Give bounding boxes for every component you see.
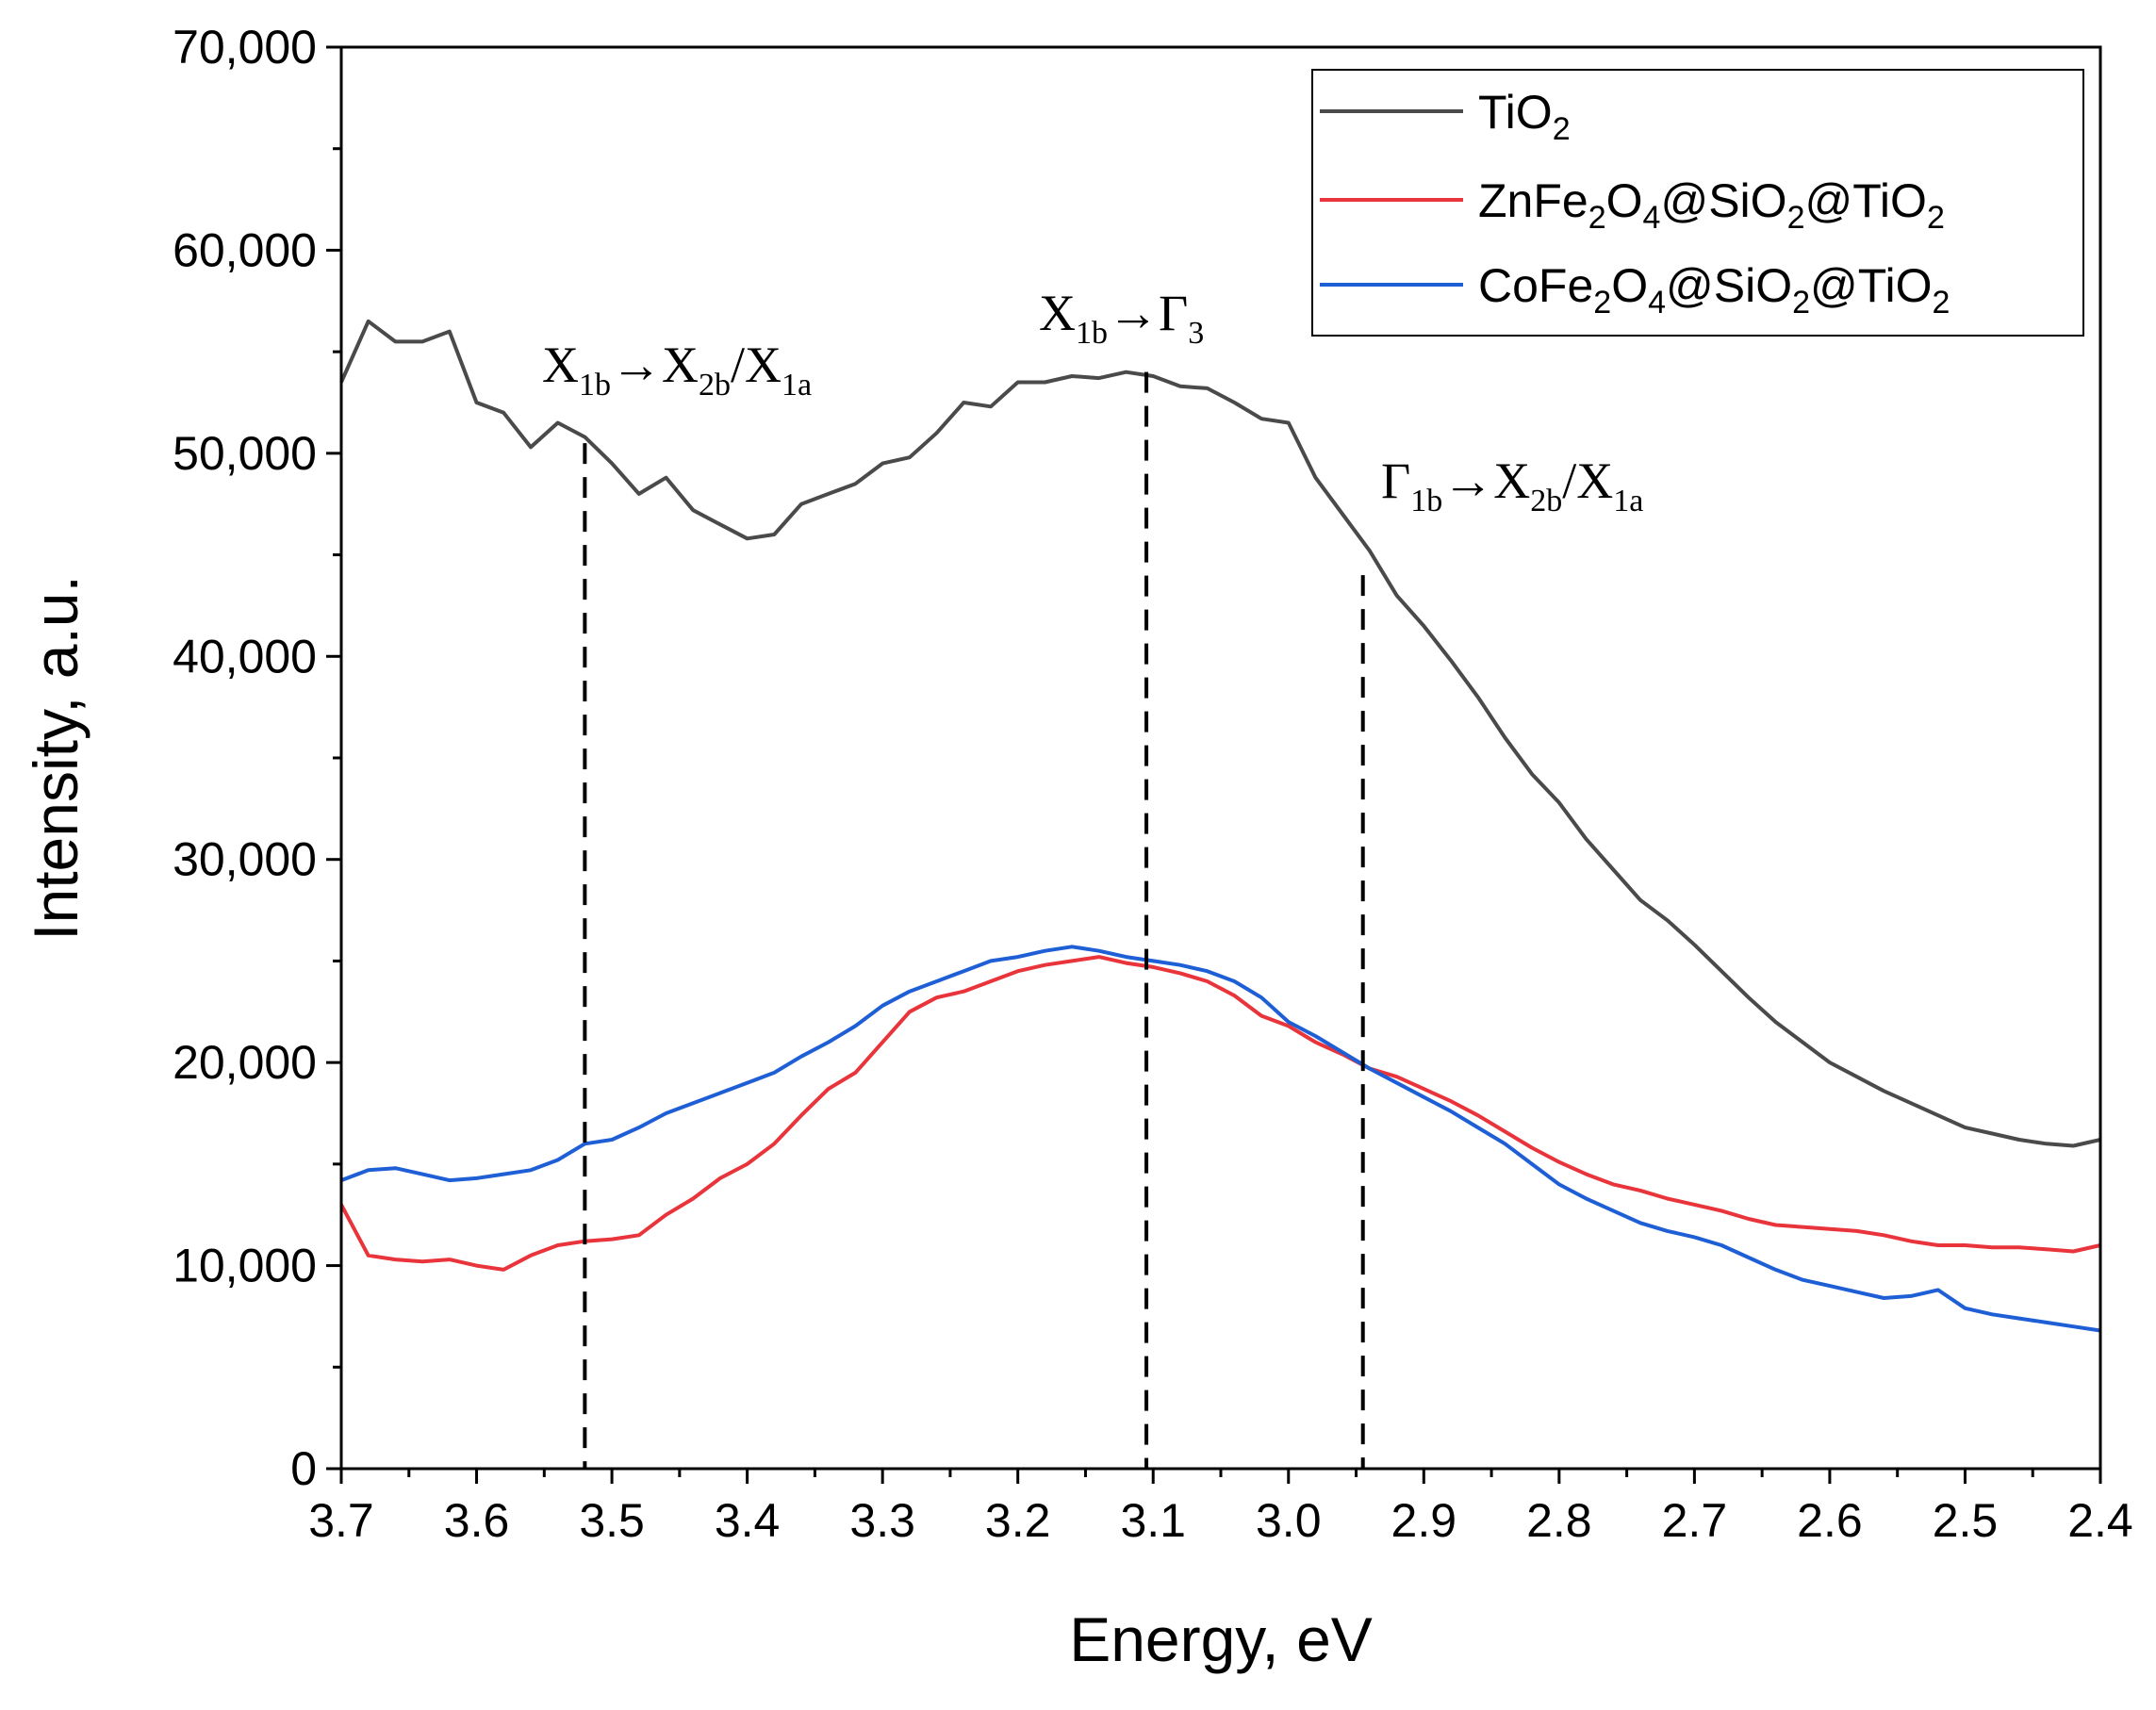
x-tick-label: 2.4: [2067, 1494, 2133, 1547]
x-tick-label: 2.6: [1797, 1494, 1863, 1547]
series-line-2: [340, 945, 2101, 1333]
x-tick-label: 3.7: [308, 1494, 374, 1547]
series-line-0: [339, 319, 2101, 1148]
y-tick-label: 30,000: [173, 833, 317, 886]
y-tick-label: 10,000: [173, 1240, 317, 1292]
y-tick-label: 40,000: [173, 630, 317, 682]
x-tick-label: 3.1: [1120, 1494, 1186, 1547]
x-tick-label: 2.5: [1933, 1494, 1999, 1547]
y-tick-label: 60,000: [173, 223, 317, 276]
x-tick-label: 3.4: [715, 1494, 781, 1547]
y-tick-label: 20,000: [173, 1036, 317, 1089]
series-line-1: [339, 955, 2101, 1272]
legend-label-tio2: TiO2: [1478, 86, 1571, 147]
y-axis-ticks: 0 10,000 20,000 30,000 40,000 50,000 60,000 70,…: [173, 21, 341, 1495]
legend-label-cofe2o4: CoFe2O4@SiO2@TiO2: [1478, 259, 1950, 321]
x-tick-label: 3.0: [1256, 1494, 1322, 1547]
x-tick-label: 3.5: [579, 1494, 645, 1547]
vertical-markers: [583, 371, 1365, 1469]
y-tick-label: 50,000: [173, 427, 317, 480]
x-tick-label: 3.6: [444, 1494, 510, 1547]
x-axis-ticks: 3.7 3.6 3.5 3.4 3.3 3.2 3.1 3.0 2.9 2.8 2.7 2.6 2.5 2…: [308, 1469, 2133, 1547]
plot-lines: [339, 319, 2101, 1333]
annotation-x1b-gamma3: X1b→Γ3: [1039, 285, 1204, 351]
y-axis-title: Intensity, a.u.: [21, 575, 91, 941]
legend-label-znfe2o4: ZnFe2O4@SiO2@TiO2: [1478, 174, 1945, 236]
y-tick-label: 70,000: [173, 21, 317, 74]
legend: TiO2 ZnFe2O4@SiO2@TiO2 CoFe2O4@SiO2@TiO2: [1311, 69, 2084, 337]
annotation-x1b-x2b-x1a: X1b→X2b/X1a: [542, 337, 812, 403]
x-tick-label: 3.2: [985, 1494, 1051, 1547]
x-axis-title: Energy, eV: [1069, 1604, 1373, 1674]
x-tick-label: 2.7: [1662, 1494, 1728, 1547]
annotation-gamma1b-x2b-x1a: Γ1b→X2b/X1a: [1381, 452, 1643, 518]
x-tick-label: 3.3: [849, 1494, 915, 1547]
x-tick-label: 2.8: [1526, 1494, 1592, 1547]
x-tick-label: 2.9: [1391, 1494, 1457, 1547]
legend-box: [1311, 69, 2084, 337]
y-tick-label: 0: [290, 1442, 317, 1495]
